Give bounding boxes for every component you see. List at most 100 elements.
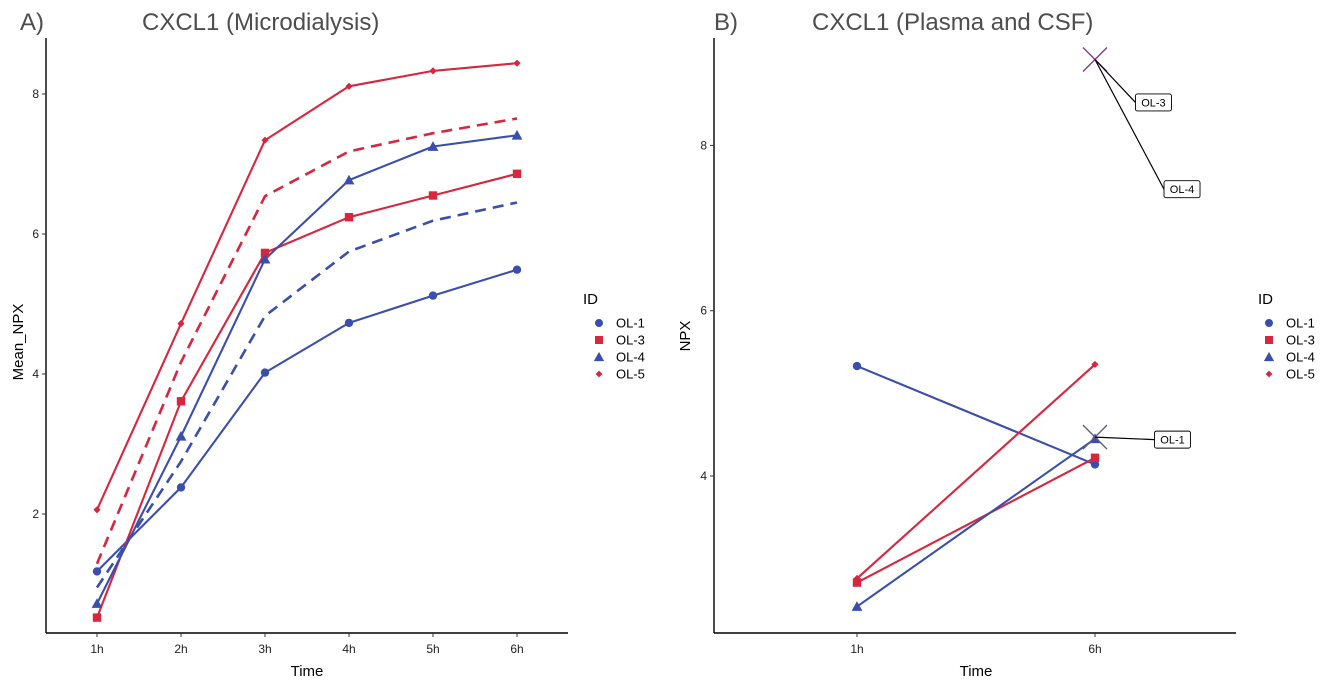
panel-b-legend-key-ol-1 bbox=[1265, 319, 1273, 327]
panel-a-legend-label-ol-1: OL-1 bbox=[616, 316, 645, 331]
panel-a-point-ol-4 bbox=[91, 598, 103, 608]
panel-a-series-line-ol-3 bbox=[96, 172, 518, 618]
panel-a-point-ol-4 bbox=[511, 129, 523, 140]
panel-a-point-ol-4 bbox=[343, 174, 355, 185]
panel-a-point-ol-1 bbox=[344, 318, 354, 328]
panel-a-x-axis-title: Time bbox=[291, 663, 324, 680]
panel-b-y-tick-label: 6 bbox=[700, 304, 707, 318]
panel-b-legend-key-ol-4 bbox=[1263, 351, 1275, 362]
panel-b-annotation-leader bbox=[1094, 59, 1165, 190]
panel-a-series-line-ol-5 bbox=[96, 62, 518, 511]
panel-a-legend-key-ol-1 bbox=[595, 319, 603, 327]
panel-a: A) CXCL1 (Microdialysis) Time Mean_NPX I… bbox=[10, 9, 645, 680]
panel-a-point-ol-1 bbox=[428, 291, 438, 300]
panel-b-point-ol-3 bbox=[852, 578, 862, 587]
panel-b-point-ol-1 bbox=[1090, 460, 1100, 469]
panel-b-title: CXCL1 (Plasma and CSF) bbox=[812, 9, 1093, 36]
panel-a-series-line-summary-4 bbox=[95, 201, 518, 589]
panel-a-point-ol-4 bbox=[259, 253, 271, 264]
panel-a-x-tick-label: 5h bbox=[426, 642, 439, 656]
panel-a-y-tick-label: 8 bbox=[32, 87, 39, 101]
panel-a-point-ol-5 bbox=[93, 506, 101, 514]
panel-b-point-ol-5 bbox=[853, 574, 861, 583]
panel-a-series-line-ol-1 bbox=[96, 268, 518, 573]
panel-a-y-tick-label: 6 bbox=[32, 227, 39, 241]
panel-b-legend-label-ol-3: OL-3 bbox=[1286, 333, 1315, 348]
panel-b-point-ol-4 bbox=[851, 601, 863, 611]
panel-b-series-line-ol-3 bbox=[856, 456, 1096, 584]
panel-b-y-axis-title: NPX bbox=[677, 321, 694, 352]
panel-b-x-axis-title: Time bbox=[960, 663, 993, 680]
panel-a-y-tick-label: 4 bbox=[32, 367, 39, 381]
panel-b-annotation-box bbox=[1135, 93, 1172, 112]
panel-a-point-ol-5 bbox=[345, 82, 353, 90]
panel-a-legend-label-ol-4: OL-4 bbox=[616, 350, 645, 365]
panel-a-point-ol-5 bbox=[177, 320, 185, 328]
panel-b-annotation-box bbox=[1163, 180, 1201, 199]
panel-b-legend: OL-1 OL-3 OL-4 OL-5 bbox=[1263, 316, 1315, 382]
panel-b-legend-key-ol-5 bbox=[1265, 370, 1273, 378]
panel-a-point-ol-3 bbox=[260, 248, 270, 258]
panel-a-title: CXCL1 (Microdialysis) bbox=[142, 9, 379, 36]
panel-a-point-ol-1 bbox=[260, 368, 270, 377]
panel-a-point-ol-3 bbox=[344, 213, 354, 222]
panel-a-legend: OL-1 OL-3 OL-4 OL-5 bbox=[593, 316, 645, 382]
panel-a-point-ol-1 bbox=[176, 483, 186, 492]
panel-a-point-ol-5 bbox=[513, 59, 521, 67]
panel-b: B) CXCL1 (Plasma and CSF) Time NPX ID 4 6… bbox=[677, 9, 1315, 680]
panel-b-series-line-ol-1 bbox=[856, 365, 1096, 466]
panel-a-point-ol-3 bbox=[176, 397, 186, 406]
panel-b-annotation-leader bbox=[1094, 59, 1136, 103]
panel-b-y-tick-label: 8 bbox=[700, 138, 707, 152]
panel-b-legend-key-ol-3 bbox=[1265, 336, 1273, 344]
panel-a-tag: A) bbox=[20, 9, 44, 36]
panel-b-annotation-label: OL-1 bbox=[1160, 435, 1184, 447]
panel-b-series-line-ol-4 bbox=[856, 437, 1096, 608]
panel-a-series-line-ol-4 bbox=[96, 134, 518, 605]
panel-b-legend-label-ol-5: OL-5 bbox=[1286, 367, 1315, 382]
panel-a-point-ol-4 bbox=[175, 430, 187, 441]
panel-b-y-tick-label: 4 bbox=[700, 469, 707, 483]
panel-b-axes: 4 6 8 1h 6h bbox=[700, 38, 1236, 656]
panel-b-point-ol-1 bbox=[852, 361, 862, 371]
panel-a-point-ol-5 bbox=[261, 136, 269, 144]
panel-a-x-tick-label: 6h bbox=[510, 642, 523, 656]
panel-a-point-ol-1 bbox=[92, 567, 102, 576]
panel-a-point-ol-4 bbox=[427, 141, 439, 151]
panel-b-legend-label-ol-1: OL-1 bbox=[1286, 316, 1315, 331]
panel-a-legend-title: ID bbox=[583, 291, 598, 308]
panel-b-tag: B) bbox=[714, 9, 738, 36]
panel-b-annotation-label: OL-3 bbox=[1141, 97, 1165, 109]
panel-b-series-line-ol-5 bbox=[856, 363, 1096, 580]
panel-a-series-line-summary-5 bbox=[95, 117, 518, 565]
panel-a-legend-key-ol-3 bbox=[595, 336, 603, 344]
panel-b-point-ol-3 bbox=[1090, 453, 1100, 463]
panel-a-legend-key-ol-4 bbox=[593, 351, 605, 362]
panel-b-x-tick-label: 6h bbox=[1088, 642, 1101, 656]
panel-a-legend-key-ol-5 bbox=[595, 370, 603, 378]
panel-a-point-ol-3 bbox=[92, 613, 102, 622]
panel-a-x-tick-label: 4h bbox=[342, 642, 355, 656]
panel-b-point-ol-5 bbox=[1091, 360, 1099, 369]
panel-b-legend-label-ol-4: OL-4 bbox=[1286, 350, 1315, 365]
panel-a-legend-label-ol-5: OL-5 bbox=[616, 367, 645, 382]
panel-a-x-tick-label: 3h bbox=[258, 642, 271, 656]
panel-a-point-ol-1 bbox=[512, 265, 522, 274]
panel-a-legend-label-ol-3: OL-3 bbox=[616, 333, 645, 348]
panel-a-x-tick-label: 1h bbox=[90, 642, 103, 656]
panel-b-annotation-box bbox=[1154, 430, 1191, 449]
panel-a-x-tick-label: 2h bbox=[174, 642, 187, 656]
panel-b-plot-area: OL-3 OL-4 OL-1 bbox=[851, 47, 1201, 611]
panel-a-point-ol-3 bbox=[512, 169, 522, 178]
panel-a-y-tick-label: 2 bbox=[32, 507, 39, 521]
panel-b-annotation-leader bbox=[1094, 436, 1155, 441]
panel-a-point-ol-5 bbox=[429, 67, 437, 75]
panel-b-annotation-label: OL-4 bbox=[1170, 184, 1194, 196]
panel-b-legend-title: ID bbox=[1258, 291, 1273, 308]
panel-a-plot-area bbox=[91, 59, 523, 622]
panel-a-point-ol-3 bbox=[428, 191, 438, 200]
panel-a-y-axis-title: Mean_NPX bbox=[10, 304, 27, 381]
panel-b-x-tick-label: 1h bbox=[850, 642, 863, 656]
panel-a-axes: 2 4 6 8 1h 2h 3h 4h 5h 6h bbox=[32, 38, 568, 656]
